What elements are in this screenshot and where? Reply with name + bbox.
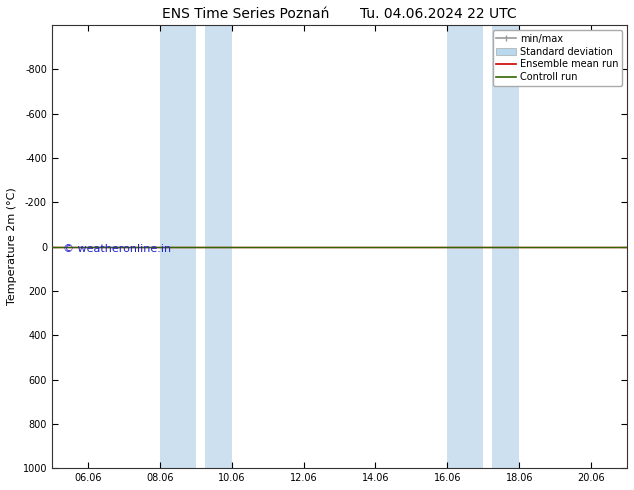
Title: ENS Time Series Poznań       Tu. 04.06.2024 22 UTC: ENS Time Series Poznań Tu. 04.06.2024 22… [162,7,517,21]
Text: © weatheronline.in: © weatheronline.in [63,245,171,254]
Bar [160,25,196,468]
Bar [492,25,519,468]
Bar [205,25,231,468]
Legend: min/max, Standard deviation, Ensemble mean run, Controll run: min/max, Standard deviation, Ensemble me… [493,30,622,86]
Bar [448,25,483,468]
Y-axis label: Temperature 2m (°C): Temperature 2m (°C) [7,188,17,305]
